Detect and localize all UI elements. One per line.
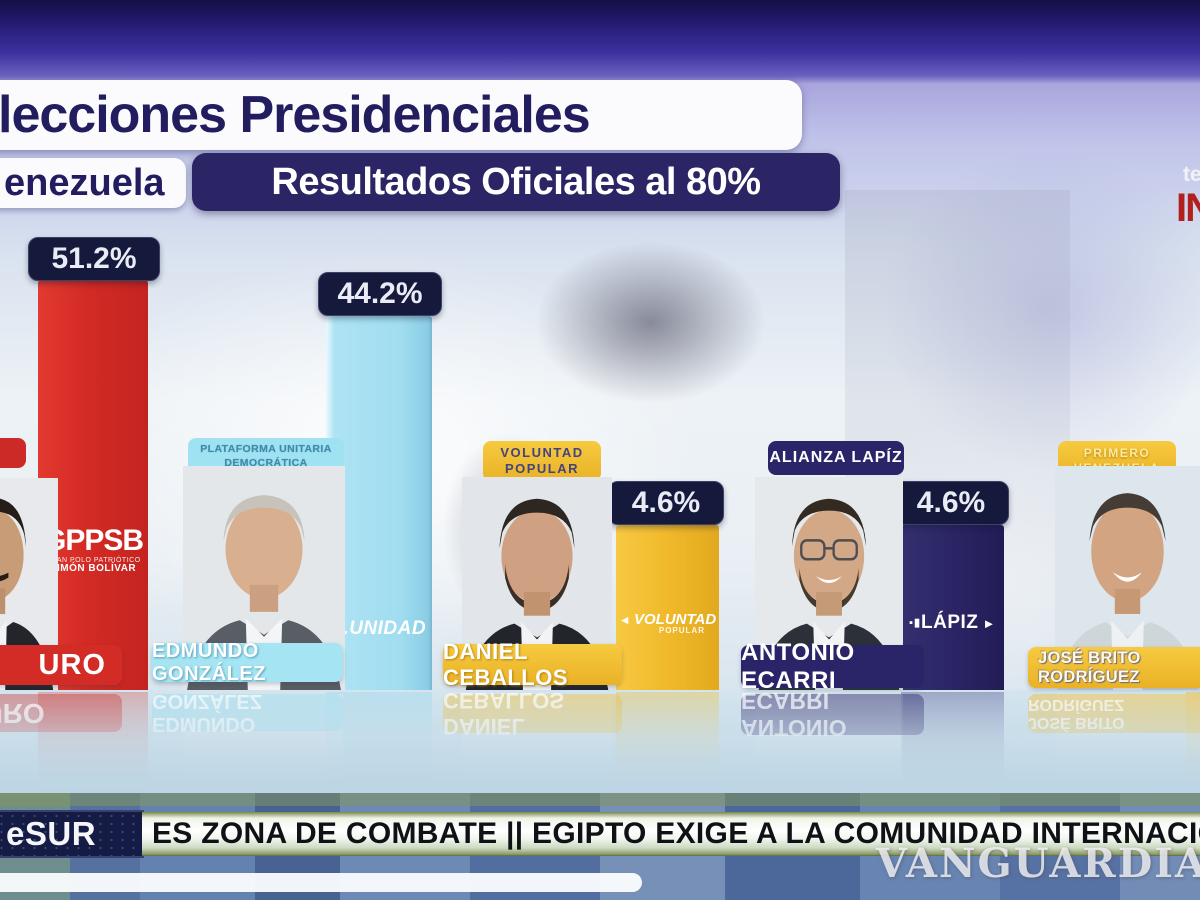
name-label-ceballos: DANIEL CEBALLOS xyxy=(443,639,622,690)
pct-label-ecarri: 4.6% xyxy=(893,481,1009,525)
party-label-line: ALIANZA LAPÍZ xyxy=(769,449,903,466)
name-label-brito: JOSÉ BRITO RODRÍGUEZ xyxy=(1028,647,1200,688)
gppsb-logo-subtext: GRAN POLO PATRIÓTICO xyxy=(45,556,141,564)
party-label-line: POPULAR xyxy=(504,461,580,476)
name-label-gonzalez: EDMUNDO GONZÁLEZ xyxy=(152,640,343,685)
name-label-maduro: URO xyxy=(0,645,122,685)
channel-logo-white: te xyxy=(1183,163,1200,186)
party-label-line: VOLUNTAD xyxy=(500,444,584,460)
gppsb-logo: GPPSB GRAN POLO PATRIÓTICO SIMÓN BOLÍVAR xyxy=(38,525,148,574)
country-label: enezuela xyxy=(4,161,165,204)
headline-title: lecciones Presidenciales xyxy=(0,86,591,144)
pct-label-ceballos: 4.6% xyxy=(608,481,724,525)
pct-label-maduro: 51.2% xyxy=(28,237,160,281)
telesur-logo-text: eSUR xyxy=(6,815,97,852)
headline-banner: lecciones Presidenciales xyxy=(0,80,802,150)
party-label-ecarri: ALIANZA LAPÍZ xyxy=(768,441,904,475)
party-label-line: PRIMERO xyxy=(1083,446,1151,460)
party-label-ceballos: VOLUNTAD POPULAR xyxy=(483,441,601,481)
lapiz-logo: LÁPIZ xyxy=(901,612,1004,634)
subtitle-label: Resultados Oficiales al 80% xyxy=(271,160,761,203)
ticker-headline: ES ZONA DE COMBATE || EGIPTO EXIGE A LA … xyxy=(152,817,1200,850)
name-label-ecarri: ANTONIO ECARRI xyxy=(741,639,924,694)
party-label-line: DEMOCRÁTICA xyxy=(224,456,308,469)
pct-label-gonzalez: 44.2% xyxy=(318,272,442,316)
background-lavender-tint xyxy=(880,150,1200,470)
gppsb-logo-text: GPPSB xyxy=(42,524,144,557)
unidad-logo: ...UNIDAD xyxy=(331,618,427,639)
party-label-line: PLATAFORMA UNITARIA xyxy=(200,443,332,456)
voluntad-logo-subtext: POPULAR xyxy=(658,626,705,635)
background-top-band xyxy=(0,0,1200,86)
country-banner: enezuela xyxy=(0,158,186,208)
bar-ceballos xyxy=(616,525,719,690)
gppsb-logo-subtext: SIMÓN BOLÍVAR xyxy=(49,562,137,574)
subtitle-banner: Resultados Oficiales al 80% xyxy=(192,153,840,211)
watermark-text: VANGUARDIA xyxy=(876,840,1200,887)
watermark: VANGUARDIAMX xyxy=(876,840,1200,887)
channel-logo-red: IN xyxy=(1176,186,1200,230)
reflection-fade xyxy=(0,692,1200,795)
telesur-logo-box: eSUR xyxy=(0,810,144,858)
voluntad-popular-logo: VOLUNTAD POPULAR xyxy=(616,612,719,635)
voluntad-logo-text: VOLUNTAD xyxy=(616,612,719,627)
news-ticker: ES ZONA DE COMBATE || EGIPTO EXIGE A LA … xyxy=(142,812,1200,856)
progress-bar xyxy=(0,873,642,892)
party-label-maduro-partial xyxy=(0,438,26,468)
